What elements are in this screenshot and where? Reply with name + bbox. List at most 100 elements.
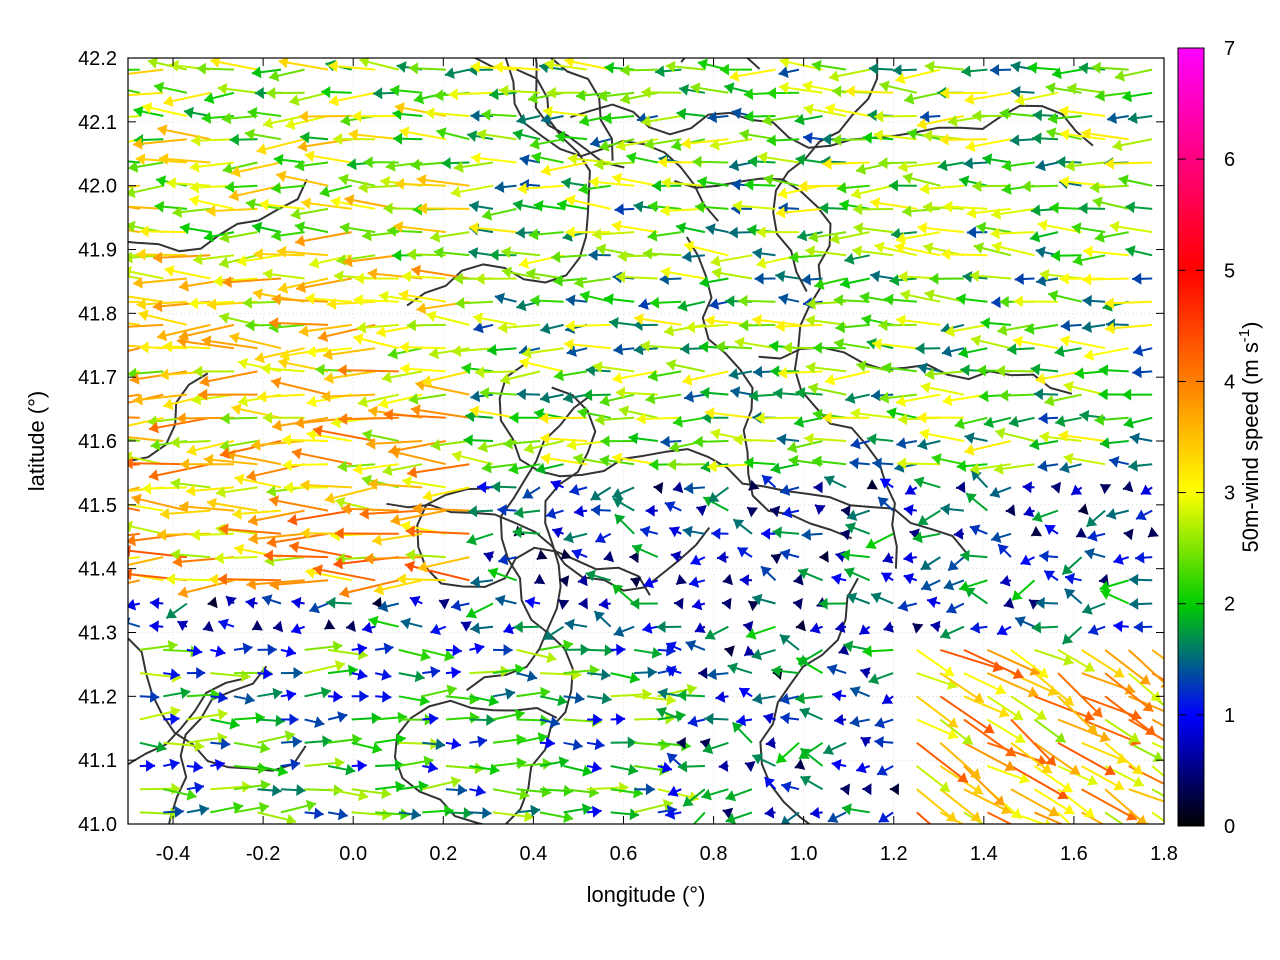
wind-vector-head xyxy=(683,796,694,807)
wind-vector-head xyxy=(157,329,168,342)
wind-vector-head xyxy=(337,364,347,377)
wind-vector-head xyxy=(333,133,343,145)
wind-vector-head xyxy=(947,717,958,728)
wind-vector-head xyxy=(1050,249,1060,262)
wind-vector-head xyxy=(651,647,662,659)
wind-vector-head xyxy=(572,668,582,681)
wind-vector-head xyxy=(334,659,345,672)
wind-vector-head xyxy=(877,765,888,776)
wind-vector-head xyxy=(557,199,567,211)
wind-vector-head xyxy=(225,181,235,193)
wind-vector-head xyxy=(528,92,538,104)
wind-vector-head xyxy=(358,789,369,802)
wind-vector-head xyxy=(1059,128,1070,141)
wind-vector xyxy=(128,436,164,442)
wind-vector-head xyxy=(324,619,336,630)
wind-vector-head xyxy=(203,230,214,243)
wind-vector-head xyxy=(563,391,574,404)
wind-vector-head xyxy=(953,527,964,540)
wind-vector-head xyxy=(387,347,398,360)
wind-vector-head xyxy=(806,297,816,310)
wind-vector-head xyxy=(1109,220,1120,233)
wind-vector-head xyxy=(776,752,788,764)
wind-vector-head xyxy=(208,573,218,586)
wind-vector-head xyxy=(972,784,983,795)
wind-vector-head xyxy=(832,689,842,702)
wind-vector-head xyxy=(802,80,813,93)
wind-vector-head xyxy=(664,324,675,337)
wind-vector-head xyxy=(673,415,683,428)
wind-vector-head xyxy=(528,228,539,241)
wind-vector-head xyxy=(1046,127,1057,140)
wind-vector xyxy=(128,532,140,537)
wind-vector-head xyxy=(660,738,670,751)
wind-vector-head xyxy=(993,462,1004,475)
wind-vector-head xyxy=(665,807,676,820)
wind-vector-head xyxy=(1014,93,1025,106)
wind-vector-head xyxy=(697,58,708,71)
wind-vector-head xyxy=(1012,709,1024,720)
x-tick-label: 1.8 xyxy=(1150,843,1178,865)
wind-vector-head xyxy=(879,391,890,404)
wind-vector-head xyxy=(418,780,429,793)
wind-vector-head xyxy=(245,198,256,211)
wind-vector xyxy=(128,416,140,419)
wind-vector-head xyxy=(775,320,785,333)
wind-vector-head xyxy=(324,372,334,384)
wind-vector-head xyxy=(189,195,200,207)
wind-vector-head xyxy=(309,602,320,614)
wind-vector-head xyxy=(474,642,485,655)
wind-vector-head xyxy=(872,457,882,470)
wind-vector-head xyxy=(595,532,607,543)
wind-vector-head xyxy=(579,290,591,303)
wind-vector-head xyxy=(917,411,927,424)
wind-vector-head xyxy=(859,291,870,304)
wind-vector xyxy=(179,505,235,512)
wind-vector-head xyxy=(451,666,461,679)
wind-vector-head xyxy=(667,458,677,471)
wind-vector-head xyxy=(903,551,914,564)
wind-vector-head xyxy=(441,157,451,170)
wind-vector-head xyxy=(347,158,357,171)
wind-vector xyxy=(412,507,470,512)
wind-vector-head xyxy=(1136,509,1147,521)
wind-vector-head xyxy=(578,183,589,195)
wind-vector xyxy=(148,416,211,431)
wind-vector-head xyxy=(1033,388,1043,401)
wind-vector-head xyxy=(1048,806,1059,817)
wind-vector-head xyxy=(1084,349,1094,361)
wind-vector-head xyxy=(1092,196,1103,209)
wind-vector-head xyxy=(917,438,928,451)
wind-vector xyxy=(128,503,164,512)
wind-vector-head xyxy=(960,364,970,377)
wind-vector-head xyxy=(1106,508,1117,520)
wind-vector-head xyxy=(293,667,303,679)
wind-vector-head xyxy=(381,371,392,384)
wind-vector xyxy=(342,254,399,264)
wind-vector-head xyxy=(150,690,160,703)
wind-vector-head xyxy=(1104,297,1114,310)
wind-vector-head xyxy=(290,758,301,771)
wind-vector-head xyxy=(874,717,886,729)
wind-vector-head xyxy=(733,433,743,446)
wind-vector-head xyxy=(392,249,402,262)
wind-vector-head xyxy=(833,294,844,307)
wind-vector-head xyxy=(593,713,603,726)
wind-vector-head xyxy=(943,666,954,676)
wind-vector xyxy=(312,567,376,582)
wind-vector-head xyxy=(115,290,125,302)
wind-vector-head xyxy=(954,417,965,430)
wind-vector-head xyxy=(866,538,877,549)
wind-vector-head xyxy=(710,428,721,440)
wind-vector xyxy=(987,741,1048,765)
wind-vector-head xyxy=(543,629,555,640)
wind-vector-head xyxy=(612,584,624,595)
wind-vector-head xyxy=(345,763,356,776)
wind-vector-head xyxy=(1059,461,1070,474)
wind-vector-head xyxy=(1081,127,1091,140)
wind-vector-head xyxy=(516,733,526,746)
wind-vector-head xyxy=(112,339,121,351)
wind-vector-head xyxy=(269,495,279,507)
wind-vector-head xyxy=(812,455,822,468)
wind-vector-head xyxy=(793,598,803,610)
